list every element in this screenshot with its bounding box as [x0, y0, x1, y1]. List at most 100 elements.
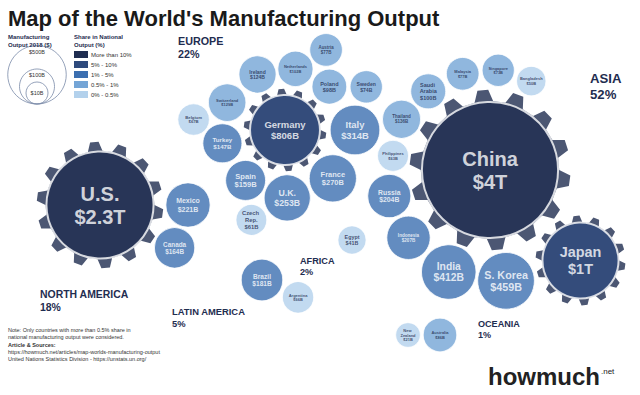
- svg-text:Mexico: Mexico: [176, 197, 200, 204]
- svg-text:https://howmuch.net/articles/m: https://howmuch.net/articles/map-worlds-…: [8, 349, 160, 355]
- svg-text:AFRICA: AFRICA: [300, 256, 335, 266]
- svg-text:Russia: Russia: [378, 189, 401, 196]
- svg-text:$77B: $77B: [321, 50, 332, 55]
- svg-text:Article & Sources:: Article & Sources:: [8, 342, 56, 348]
- svg-text:$77B: $77B: [458, 74, 468, 79]
- svg-text:Share in National: Share in National: [74, 34, 125, 40]
- svg-text:$73B: $73B: [493, 70, 503, 75]
- svg-text:Arabia: Arabia: [420, 88, 438, 94]
- svg-text:Ireland: Ireland: [249, 68, 266, 75]
- svg-text:$100B: $100B: [29, 72, 45, 78]
- svg-text:OCEANIA: OCEANIA: [478, 319, 520, 329]
- svg-text:Brazil: Brazil: [253, 273, 271, 280]
- svg-text:$61B: $61B: [244, 224, 258, 230]
- svg-text:Indonesia: Indonesia: [398, 233, 420, 238]
- svg-text:22%: 22%: [178, 48, 200, 60]
- svg-text:$102B: $102B: [290, 69, 302, 74]
- svg-text:India: India: [437, 261, 461, 272]
- svg-text:China: China: [462, 148, 518, 170]
- svg-text:5%: 5%: [172, 318, 186, 329]
- svg-text:Output (%): Output (%): [74, 42, 105, 48]
- svg-text:$74B: $74B: [360, 87, 373, 93]
- svg-text:Output 2018 ($): Output 2018 ($): [8, 42, 52, 48]
- svg-text:$207B: $207B: [402, 238, 416, 243]
- svg-text:1% - 5%: 1% - 5%: [91, 72, 114, 78]
- svg-text:Rep.: Rep.: [245, 217, 258, 223]
- svg-text:$100B: $100B: [420, 95, 436, 101]
- svg-text:$204B: $204B: [379, 196, 399, 204]
- svg-text:Switzerland: Switzerland: [216, 97, 239, 103]
- svg-text:EUROPE: EUROPE: [178, 35, 223, 47]
- svg-text:$270B: $270B: [322, 178, 345, 187]
- svg-text:$253B: $253B: [274, 198, 300, 208]
- svg-text:$86B: $86B: [435, 335, 445, 340]
- svg-text:$66B: $66B: [293, 297, 303, 302]
- svg-text:$147B: $147B: [213, 143, 232, 150]
- svg-text:$124B: $124B: [250, 74, 265, 80]
- svg-text:$136B: $136B: [395, 119, 409, 124]
- svg-text:$67B: $67B: [188, 119, 198, 124]
- svg-text:$459B: $459B: [490, 281, 522, 293]
- svg-text:Singapore: Singapore: [488, 65, 508, 71]
- svg-text:$50B: $50B: [526, 81, 536, 86]
- svg-text:Poland: Poland: [320, 81, 338, 87]
- svg-text:$21B: $21B: [403, 337, 413, 342]
- svg-text:Japan: Japan: [560, 244, 602, 260]
- svg-text:Philippines: Philippines: [382, 151, 404, 157]
- svg-text:0% - 0.5%: 0% - 0.5%: [91, 92, 119, 98]
- svg-text:U.S.: U.S.: [81, 183, 120, 205]
- svg-text:.net: .net: [601, 367, 615, 376]
- svg-text:NORTH AMERICA: NORTH AMERICA: [40, 289, 129, 300]
- svg-text:$1T: $1T: [568, 261, 593, 277]
- svg-text:18%: 18%: [40, 302, 61, 313]
- svg-text:Belgium: Belgium: [185, 114, 202, 120]
- svg-text:$41B: $41B: [346, 240, 359, 246]
- svg-text:$63B: $63B: [388, 156, 398, 161]
- svg-text:Egypt: Egypt: [345, 234, 360, 240]
- svg-text:Thailand: Thailand: [392, 114, 411, 120]
- svg-text:$181B: $181B: [252, 280, 272, 288]
- svg-text:Italy: Italy: [346, 119, 366, 130]
- svg-text:1%: 1%: [478, 330, 491, 340]
- svg-text:$159B: $159B: [234, 180, 257, 189]
- svg-text:$129B: $129B: [221, 102, 233, 107]
- svg-text:5% - 10%: 5% - 10%: [91, 62, 118, 68]
- svg-text:Turkey: Turkey: [213, 136, 233, 143]
- svg-text:Map of the World's Manufacturi: Map of the World's Manufacturing Output: [8, 6, 440, 31]
- svg-text:ASIA: ASIA: [590, 71, 622, 86]
- svg-text:S. Korea: S. Korea: [484, 269, 529, 281]
- svg-text:U.K.: U.K.: [278, 188, 296, 198]
- svg-text:Argentina: Argentina: [288, 292, 308, 298]
- svg-text:52%: 52%: [590, 87, 617, 102]
- svg-text:$164B: $164B: [165, 248, 184, 256]
- svg-text:More than 10%: More than 10%: [91, 52, 132, 58]
- svg-text:$314B: $314B: [341, 130, 369, 141]
- svg-text:$2.3T: $2.3T: [74, 206, 125, 228]
- svg-text:national manufacturing output: national manufacturing output were consi…: [8, 334, 124, 340]
- svg-text:Australia: Australia: [431, 330, 449, 336]
- svg-text:Spain: Spain: [235, 172, 256, 181]
- svg-text:2%: 2%: [300, 267, 313, 277]
- svg-text:Germany: Germany: [264, 119, 306, 130]
- svg-text:$412B: $412B: [434, 272, 465, 283]
- svg-text:Manufacturing: Manufacturing: [8, 34, 51, 40]
- svg-text:$806B: $806B: [271, 130, 299, 141]
- svg-text:United Nations Statistics Divi: United Nations Statistics Division - htt…: [8, 356, 147, 362]
- svg-text:Sweden: Sweden: [356, 80, 376, 87]
- svg-text:Czech: Czech: [242, 210, 261, 216]
- svg-text:$4T: $4T: [473, 171, 507, 193]
- svg-text:Netherlands: Netherlands: [283, 64, 307, 70]
- svg-text:$221B: $221B: [178, 206, 199, 214]
- svg-text:0.5% - 1%: 0.5% - 1%: [91, 82, 119, 88]
- svg-text:Canada: Canada: [163, 241, 186, 248]
- svg-text:Austria: Austria: [318, 44, 334, 50]
- svg-text:$10B: $10B: [31, 90, 44, 96]
- svg-text:$98B: $98B: [323, 87, 336, 93]
- svg-text:France: France: [320, 169, 346, 179]
- svg-text:LATIN AMERICA: LATIN AMERICA: [172, 306, 245, 317]
- svg-text:howmuch: howmuch: [488, 363, 600, 390]
- svg-text:Saudi: Saudi: [420, 82, 437, 88]
- svg-text:Note: Only countries with more: Note: Only countries with more than 0.5%…: [8, 327, 132, 333]
- svg-text:$500B: $500B: [29, 49, 45, 55]
- svg-text:Bangladesh: Bangladesh: [519, 76, 543, 82]
